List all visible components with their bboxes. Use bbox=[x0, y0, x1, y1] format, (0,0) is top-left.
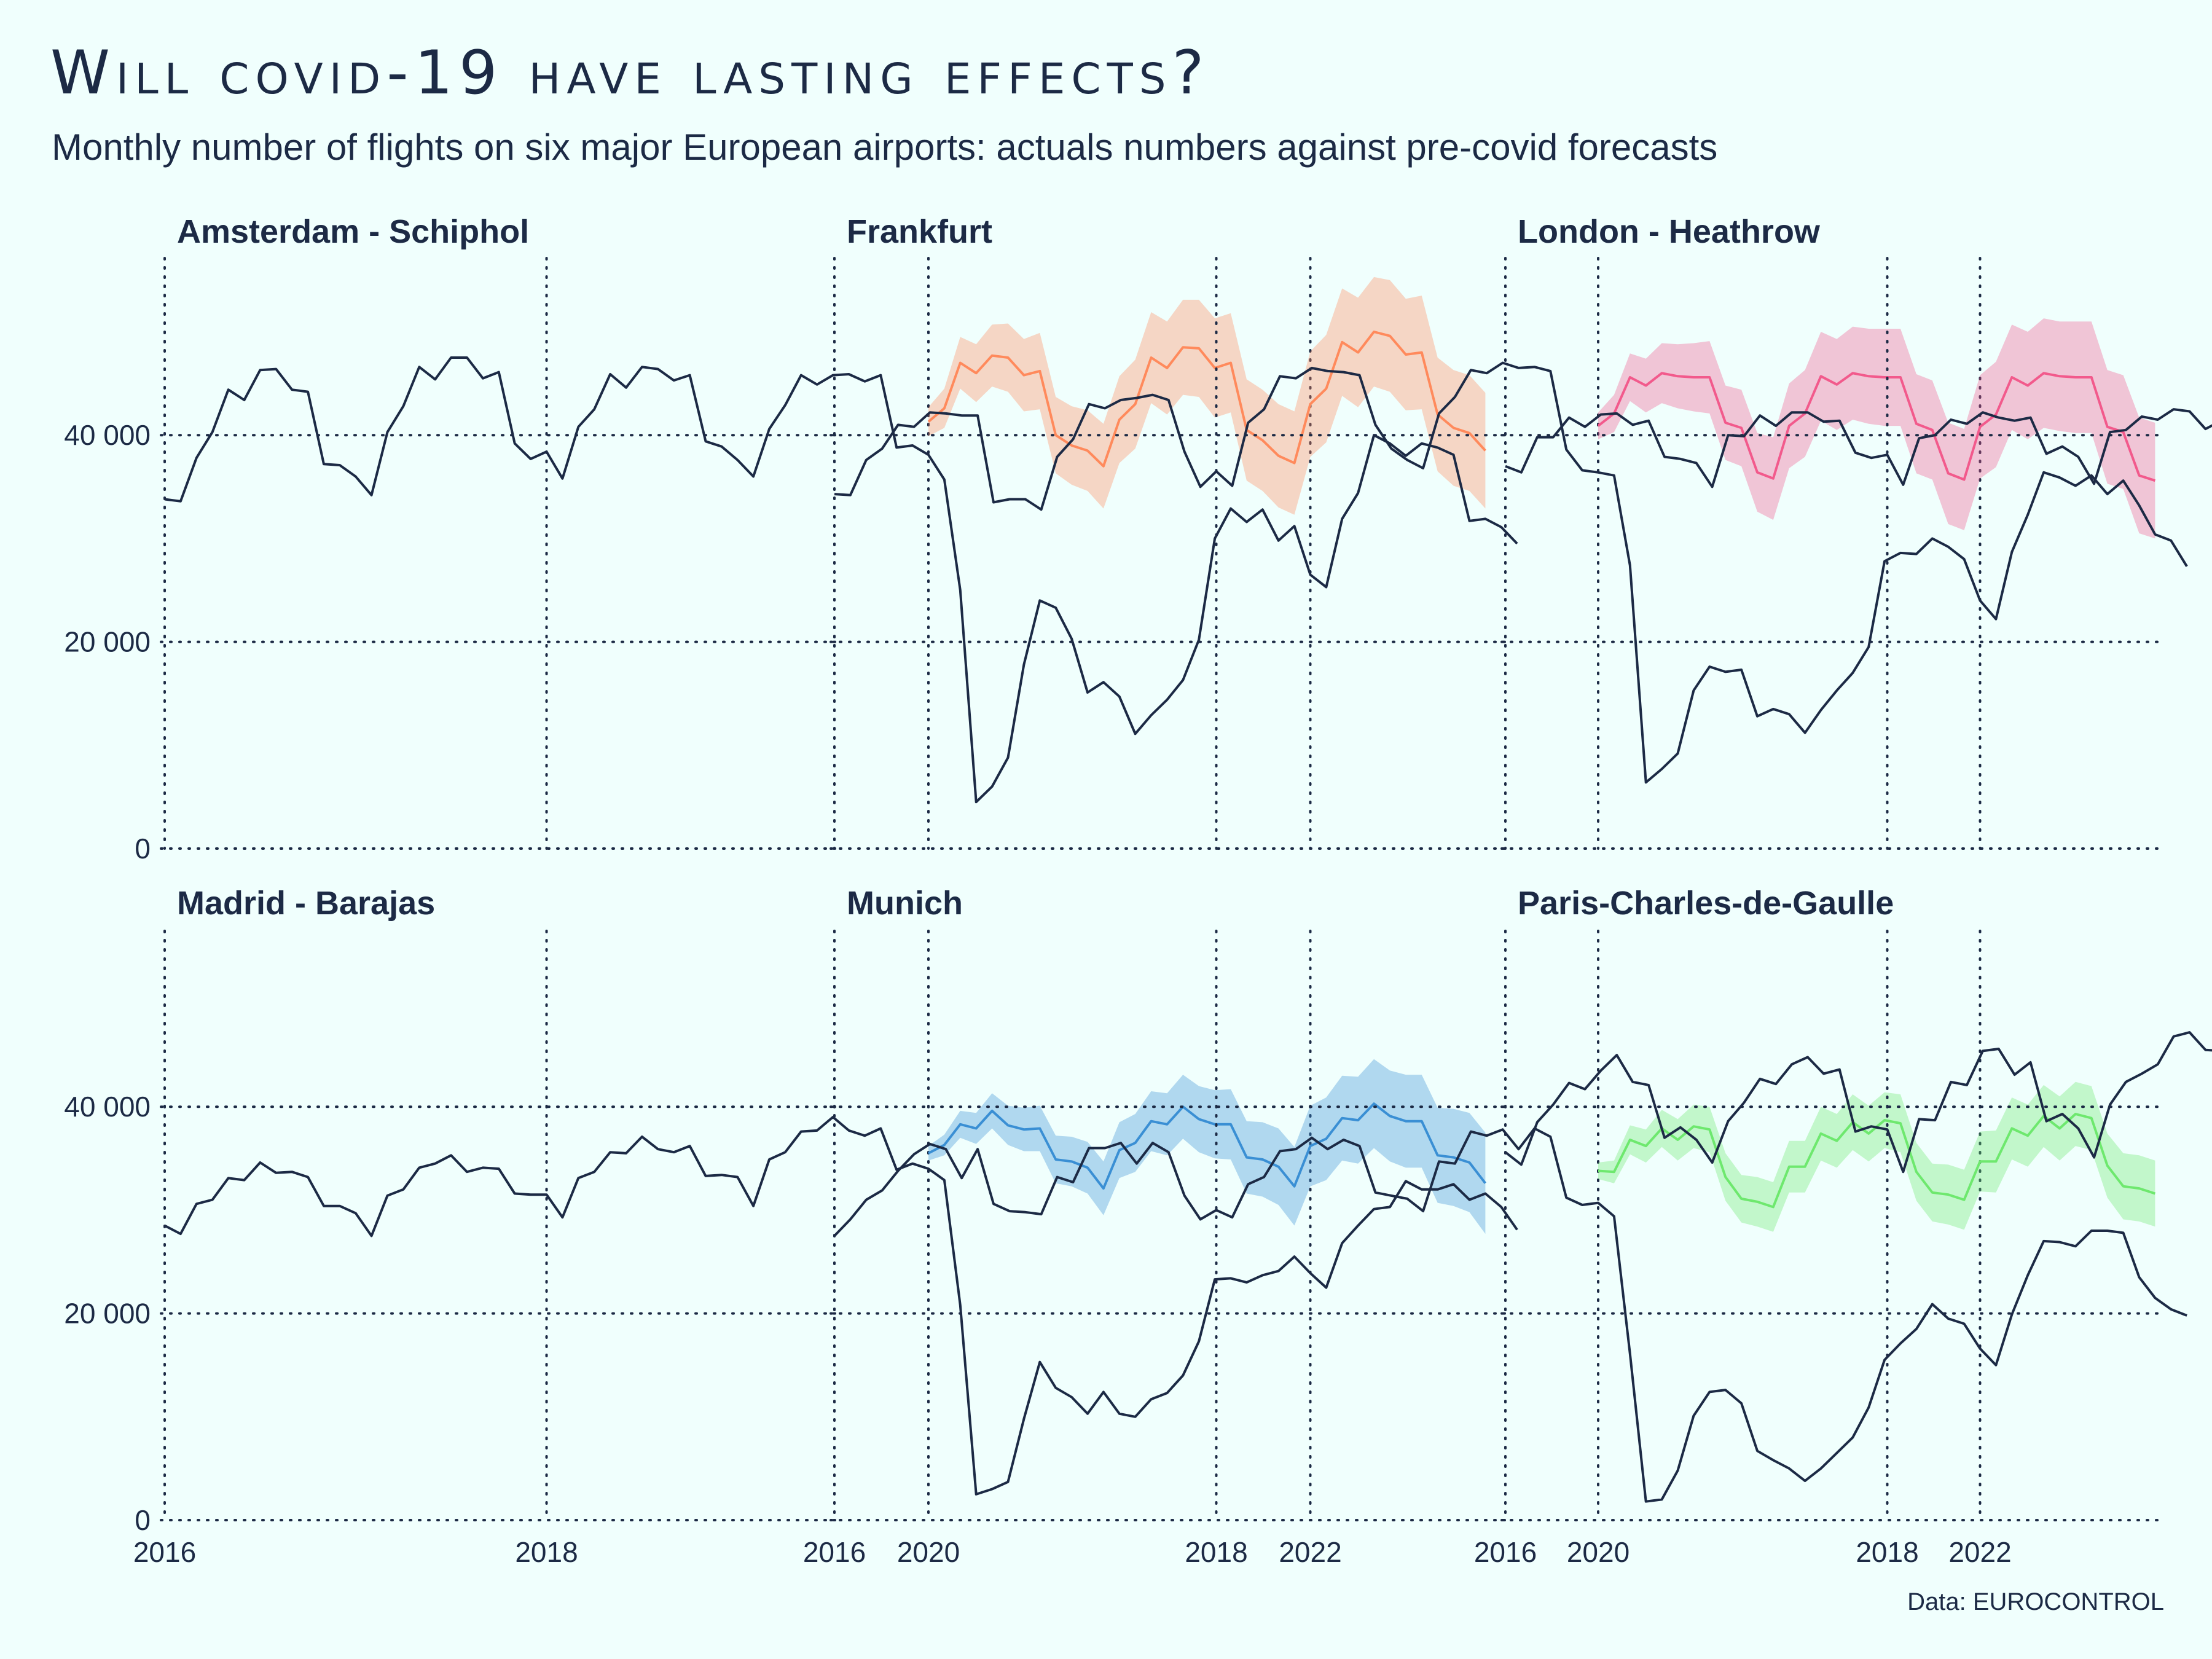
actual-line bbox=[164, 1116, 1518, 1496]
panel-title: Madrid - Barajas bbox=[177, 885, 435, 922]
panel-title: Paris-Charles-de-Gaulle bbox=[1518, 885, 1894, 922]
y-tick-label: 40 000 bbox=[64, 1091, 151, 1123]
x-tick-label: 2016 bbox=[1474, 1536, 1537, 1568]
panel-paris-charles-de-gaulle: 2016 2018 2020 2022 Paris-Charles-de-Gaulle bbox=[1474, 885, 2212, 1568]
forecast-line bbox=[928, 1102, 1486, 1190]
y-tick-label: 20 000 bbox=[64, 1298, 151, 1330]
x-tick-label: 2016 bbox=[133, 1536, 196, 1568]
panel-frankfurt: Frankfurt bbox=[830, 213, 2188, 850]
panel-title: Munich bbox=[847, 885, 963, 922]
y-tick-label: 0 bbox=[135, 1504, 151, 1536]
panel-title: Amsterdam - Schiphol bbox=[177, 213, 529, 250]
data-source-note: Data: EUROCONTROL bbox=[1907, 1588, 2164, 1615]
x-tick-label: 2016 bbox=[803, 1536, 866, 1568]
forecast-line bbox=[927, 331, 1486, 468]
forecast-band bbox=[1598, 1081, 2155, 1232]
y-tick-label: 20 000 bbox=[64, 626, 151, 658]
actual-line bbox=[1505, 408, 2212, 488]
panel-munich: 2016 2018 2020 2022 Munich bbox=[803, 885, 2187, 1568]
chart-title: Will covid-19 have lasting effects? bbox=[50, 38, 1210, 108]
chart-subtitle: Monthly number of flights on six major E… bbox=[52, 127, 1718, 168]
x-tick-label: 2020 bbox=[897, 1536, 960, 1568]
x-tick-label: 2022 bbox=[1948, 1536, 2011, 1568]
forecast-band bbox=[1598, 318, 2155, 539]
y-tick-label: 0 bbox=[135, 833, 151, 865]
actual-line bbox=[834, 361, 2188, 784]
panel-title: Frankfurt bbox=[847, 213, 992, 250]
forecast-band bbox=[928, 1059, 1486, 1234]
x-tick-label: 2022 bbox=[1279, 1536, 1341, 1568]
x-tick-label: 2018 bbox=[1856, 1536, 1918, 1568]
actual-line bbox=[1504, 1031, 2212, 1174]
forecast-band bbox=[928, 276, 1486, 515]
actual-line bbox=[164, 356, 1518, 804]
x-tick-label: 2020 bbox=[1567, 1536, 1630, 1568]
panel-madrid-barajas: 0 20 000 40 000 2016 2018 2020 2022 Madrid - Ba… bbox=[64, 885, 1518, 1568]
panel-amsterdam-schiphol: 0 20 000 40 000 Amsterdam - Schiphol bbox=[64, 213, 1518, 865]
y-tick-label: 40 000 bbox=[64, 419, 151, 451]
actual-line bbox=[833, 1127, 2187, 1503]
panel-title: London - Heathrow bbox=[1518, 213, 1821, 250]
x-tick-label: 2018 bbox=[1185, 1536, 1247, 1568]
panel-london-heathrow: London - Heathrow bbox=[1500, 213, 2212, 850]
forecast-line bbox=[1597, 372, 2156, 482]
x-tick-label: 2018 bbox=[515, 1536, 578, 1568]
